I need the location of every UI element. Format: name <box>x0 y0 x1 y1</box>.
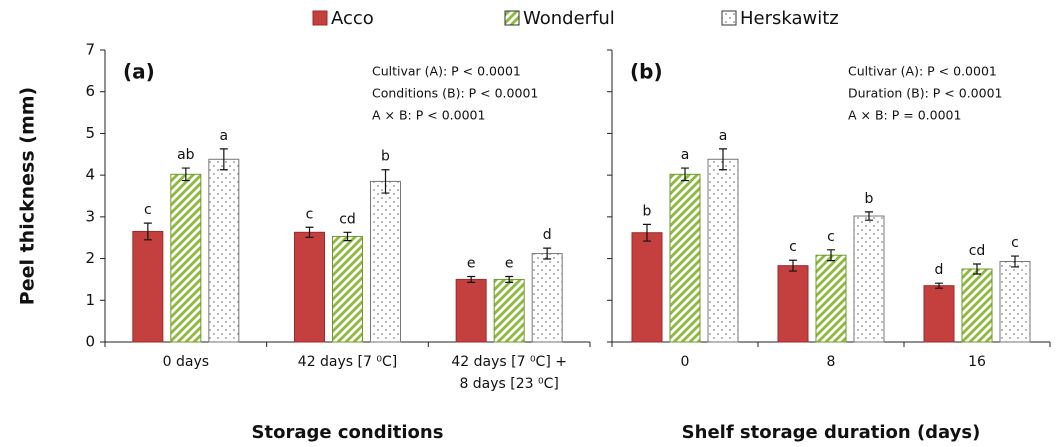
legend-label: Acco <box>331 8 374 29</box>
legend-swatch <box>312 10 328 26</box>
bar <box>294 231 325 343</box>
significance-letter: c <box>827 229 835 245</box>
bar <box>132 230 164 343</box>
annotation: Cultivar (A): P < 0.0001 <box>372 64 521 79</box>
significance-letter: a <box>681 147 690 163</box>
bar <box>493 278 525 343</box>
significance-letter: e <box>467 256 476 272</box>
error-bar <box>681 167 689 182</box>
significance-letter: a <box>220 128 229 144</box>
annotation: Duration (B): P < 0.0001 <box>848 86 1002 101</box>
x-tick-label: 16 <box>968 354 986 370</box>
annotation: A × B: P = 0.0001 <box>848 108 961 123</box>
significance-letter: ab <box>177 147 195 163</box>
bar <box>631 232 663 343</box>
panel-label: (a) <box>123 60 155 84</box>
y-axis-label: Peel thickness (mm) <box>17 87 39 305</box>
error-bar <box>381 169 390 194</box>
significance-letter: b <box>643 203 652 219</box>
bar <box>999 260 1031 343</box>
x-tick-label: 8 <box>827 354 836 370</box>
x-tick-label: 0 <box>681 354 690 370</box>
y-tick-label: 6 <box>85 82 95 100</box>
bar <box>853 215 885 343</box>
significance-letter: cd <box>339 211 356 227</box>
y-tick-label: 2 <box>85 249 95 267</box>
significance-letter: c <box>1011 235 1019 251</box>
error-bar <box>219 148 228 171</box>
significance-letter: c <box>789 239 797 255</box>
bar <box>208 158 240 343</box>
error-bar <box>467 275 476 283</box>
error-bar <box>343 231 352 242</box>
x-axis-label: Storage conditions <box>252 422 444 443</box>
y-tick-label: 7 <box>85 41 95 59</box>
bar <box>923 285 955 343</box>
legend-label: Wonderful <box>523 8 615 29</box>
bar <box>332 235 363 343</box>
error-bar <box>1011 255 1019 268</box>
x-tick-label: 8 days [23 ⁰C] <box>459 376 558 392</box>
bar <box>370 180 401 343</box>
y-tick-label: 5 <box>85 124 95 142</box>
bar <box>707 158 739 343</box>
annotation: A × B: P < 0.0001 <box>372 108 485 123</box>
significance-letter: d <box>935 262 944 278</box>
legend-swatch <box>721 10 737 26</box>
significance-letter: b <box>381 149 390 165</box>
bar <box>170 173 202 343</box>
error-bar <box>505 275 514 283</box>
error-bar <box>305 226 314 238</box>
error-bar <box>543 247 552 260</box>
bar <box>961 268 993 343</box>
y-tick-label: 0 <box>85 333 95 351</box>
x-tick-label: 0 days <box>163 354 209 370</box>
panel-label: (b) <box>630 60 663 84</box>
error-bar <box>143 222 152 241</box>
error-bar <box>181 167 190 182</box>
y-tick-label: 3 <box>85 207 95 225</box>
legend-swatch <box>504 10 520 26</box>
legend-label: Herskawitz <box>740 8 839 29</box>
error-bar <box>789 259 797 272</box>
annotation: Cultivar (A): P < 0.0001 <box>848 64 997 79</box>
significance-letter: cd <box>969 243 986 259</box>
error-bar <box>973 263 981 275</box>
error-bar <box>865 211 873 221</box>
significance-letter: d <box>543 227 552 243</box>
y-tick-label: 1 <box>85 291 95 309</box>
error-bar <box>827 249 835 262</box>
significance-letter: a <box>719 128 728 144</box>
x-tick-label: 42 days [7 ⁰C] + <box>451 354 567 370</box>
error-bar <box>935 282 943 289</box>
bar <box>669 173 701 343</box>
x-axis-label: Shelf storage duration (days) <box>682 422 981 443</box>
bar <box>455 278 487 343</box>
error-bar <box>719 148 727 171</box>
x-tick-label: 42 days [7 ⁰C] <box>298 354 397 370</box>
annotation: Conditions (B): P < 0.0001 <box>372 86 538 101</box>
y-tick-label: 4 <box>85 166 95 184</box>
error-bar <box>643 223 651 242</box>
bar <box>815 254 847 343</box>
significance-letter: c <box>306 206 314 222</box>
bar <box>531 253 563 343</box>
significance-letter: e <box>505 256 514 272</box>
bar <box>777 265 809 343</box>
significance-letter: b <box>865 191 874 207</box>
significance-letter: c <box>144 202 152 218</box>
